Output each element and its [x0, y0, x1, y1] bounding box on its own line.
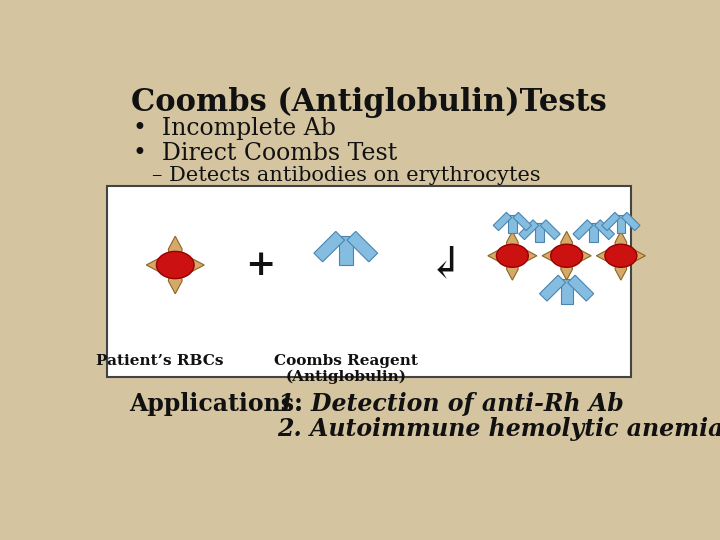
Text: •  Incomplete Ab: • Incomplete Ab [132, 117, 336, 140]
Polygon shape [567, 250, 591, 261]
Polygon shape [561, 279, 572, 303]
Polygon shape [542, 250, 567, 261]
Polygon shape [168, 236, 182, 265]
Text: ↲: ↲ [426, 244, 464, 287]
Polygon shape [146, 258, 175, 272]
Polygon shape [602, 212, 620, 231]
Polygon shape [621, 250, 645, 261]
Polygon shape [589, 222, 598, 242]
Ellipse shape [605, 244, 636, 267]
Polygon shape [347, 231, 377, 262]
Text: 1. Detection of anti-Rh Ab: 1. Detection of anti-Rh Ab [277, 392, 624, 416]
Polygon shape [617, 215, 625, 233]
Polygon shape [493, 212, 512, 231]
Polygon shape [175, 258, 204, 272]
Ellipse shape [551, 244, 582, 267]
Ellipse shape [156, 252, 194, 279]
Polygon shape [615, 231, 626, 256]
Text: Coombs (Antiglobulin)Tests: Coombs (Antiglobulin)Tests [131, 86, 607, 118]
Polygon shape [506, 231, 518, 256]
Ellipse shape [496, 244, 528, 267]
Polygon shape [519, 220, 539, 240]
FancyBboxPatch shape [107, 186, 631, 377]
Text: Patient’s RBCs: Patient’s RBCs [96, 354, 223, 368]
Polygon shape [513, 250, 537, 261]
Polygon shape [540, 220, 560, 240]
Polygon shape [595, 220, 614, 240]
Text: 2. Autoimmune hemolytic anemia: 2. Autoimmune hemolytic anemia [277, 417, 720, 442]
Polygon shape [621, 212, 640, 231]
Polygon shape [488, 250, 513, 261]
Polygon shape [506, 256, 518, 280]
Polygon shape [508, 215, 516, 233]
Polygon shape [314, 231, 345, 262]
Polygon shape [535, 222, 544, 242]
Text: Applications:: Applications: [129, 392, 311, 416]
Polygon shape [339, 236, 353, 265]
Polygon shape [573, 220, 593, 240]
Polygon shape [513, 212, 531, 231]
Polygon shape [539, 275, 566, 301]
Polygon shape [596, 250, 621, 261]
Text: Coombs Reagent
(Antiglobulin): Coombs Reagent (Antiglobulin) [274, 354, 418, 384]
Polygon shape [567, 275, 594, 301]
Text: •  Direct Coombs Test: • Direct Coombs Test [132, 142, 397, 165]
Polygon shape [561, 256, 572, 280]
Polygon shape [168, 265, 182, 294]
Polygon shape [615, 256, 626, 280]
Polygon shape [561, 231, 572, 256]
Text: +: + [246, 248, 276, 282]
Text: – Detects antibodies on erythrocytes: – Detects antibodies on erythrocytes [152, 166, 541, 185]
